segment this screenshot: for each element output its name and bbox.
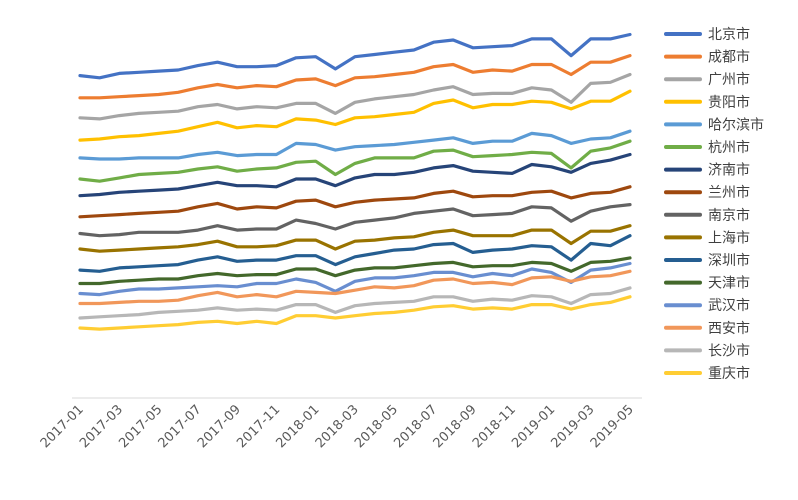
legend-item: 天津市 — [664, 275, 750, 292]
legend: 北京市成都市广州市贵阳市哈尔滨市杭州市济南市兰州市南京市上海市深圳市天津市武汉市… — [664, 26, 764, 382]
x-tick-label: 2019-05 — [588, 402, 637, 451]
legend-item: 南京市 — [664, 207, 750, 224]
legend-label: 成都市 — [708, 49, 750, 66]
series-line-5 — [78, 139, 632, 183]
legend-item: 长沙市 — [664, 342, 750, 359]
legend-label: 天津市 — [708, 275, 750, 292]
plot-area — [78, 32, 632, 331]
series-line-10 — [78, 234, 632, 273]
legend-item: 深圳市 — [664, 252, 750, 269]
series-line-3 — [78, 89, 632, 142]
series-line-9 — [78, 224, 632, 253]
legend-label: 杭州市 — [708, 139, 750, 156]
legend-label: 南京市 — [708, 207, 750, 224]
legend-label: 上海市 — [708, 229, 750, 246]
legend-label: 西安市 — [708, 320, 750, 337]
legend-label: 重庆市 — [708, 365, 750, 382]
legend-label: 北京市 — [708, 26, 750, 43]
series-line-11 — [78, 256, 632, 286]
series-line-12 — [78, 261, 632, 297]
legend-item: 武汉市 — [664, 297, 750, 314]
series-line-8 — [78, 203, 632, 238]
legend-item: 成都市 — [664, 49, 750, 66]
legend-item: 贵阳市 — [664, 94, 750, 111]
legend-item: 哈尔滨市 — [664, 116, 764, 133]
series-line-13 — [78, 269, 632, 306]
series-line-7 — [78, 185, 632, 219]
series-line-6 — [78, 152, 632, 198]
legend-item: 广州市 — [664, 71, 750, 88]
legend-item: 重庆市 — [664, 365, 750, 382]
series-line-15 — [78, 295, 632, 331]
legend-label: 广州市 — [708, 71, 750, 88]
legend-item: 兰州市 — [664, 184, 750, 201]
series-line-1 — [78, 53, 632, 100]
series-line-4 — [78, 129, 632, 161]
series-line-2 — [78, 72, 632, 121]
legend-label: 兰州市 — [708, 184, 750, 201]
legend-item: 上海市 — [664, 229, 750, 246]
legend-item: 北京市 — [664, 26, 750, 43]
legend-label: 武汉市 — [708, 297, 750, 314]
legend-label: 深圳市 — [708, 252, 750, 269]
series-line-14 — [78, 286, 632, 320]
x-axis-ticks: 2017-012017-032017-052017-072017-092017-… — [38, 402, 637, 451]
legend-item: 西安市 — [664, 320, 750, 337]
legend-label: 济南市 — [708, 162, 750, 179]
legend-item: 杭州市 — [664, 139, 750, 156]
legend-label: 长沙市 — [708, 342, 750, 359]
legend-item: 济南市 — [664, 162, 750, 179]
legend-label: 哈尔滨市 — [708, 116, 764, 133]
legend-label: 贵阳市 — [708, 94, 750, 111]
series-line-0 — [78, 32, 632, 80]
